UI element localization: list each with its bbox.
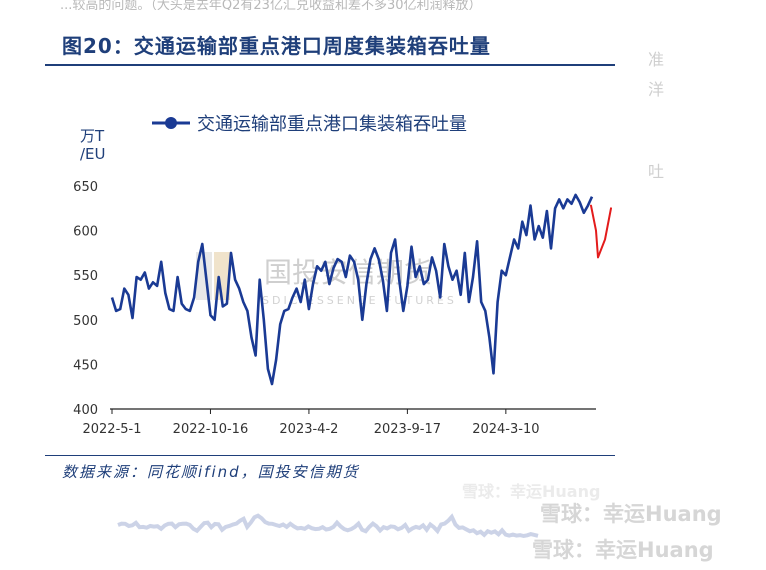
annotation-red-line xyxy=(590,204,612,259)
top-cut-text: ...较高的问题。（大头是去年Q2有23亿汇兑收益和差不多30亿利润释放） xyxy=(60,0,482,10)
unit-label-top: 万T xyxy=(80,127,105,145)
x-axis: 2022-5-1 2022-10-16 2023-4-2 2023-9-17 2024-… xyxy=(82,408,596,437)
x-tick-label: 2024-3-10 xyxy=(472,422,539,437)
legend-label: 交通运输部重点港口集装箱吞吐量 xyxy=(197,114,467,135)
x-tick-label: 2022-5-1 xyxy=(82,422,141,437)
x-tick-label: 2023-4-2 xyxy=(279,422,338,437)
legend-marker xyxy=(165,117,177,129)
side-char: 吐 xyxy=(648,162,665,181)
reflection-artifact xyxy=(117,513,539,539)
y-tick-label: 500 xyxy=(73,314,98,329)
watermark: 雪球：幸运Huang xyxy=(462,482,601,501)
side-char: 洋 xyxy=(648,80,665,99)
series-line xyxy=(110,193,594,386)
title-rule xyxy=(45,64,615,66)
x-tick-label: 2022-10-16 xyxy=(173,422,249,437)
bottom-rule xyxy=(45,455,615,456)
y-tick-label: 550 xyxy=(73,269,98,284)
figure-title: 图20：交通运输部重点港口周度集装箱吞吐量 xyxy=(62,34,491,58)
watermark: 雪球：幸运Huang xyxy=(532,538,714,562)
side-char: 准 xyxy=(648,50,665,69)
x-tick-label: 2023-9-17 xyxy=(374,422,441,437)
reflection-line xyxy=(117,513,539,539)
source-text: 数据来源：同花顺ifind，国投安信期货 xyxy=(62,463,360,481)
y-tick-label: 400 xyxy=(73,403,98,418)
y-tick-label: 650 xyxy=(73,180,98,195)
legend: 交通运输部重点港口集装箱吞吐量 xyxy=(152,114,467,135)
y-tick-label: 450 xyxy=(73,358,98,373)
y-tick-label: 600 xyxy=(73,225,98,240)
y-axis: 400 450 500 550 600 650 xyxy=(73,180,98,418)
watermark: 雪球：幸运Huang xyxy=(540,502,722,526)
unit-label-bottom: /EU xyxy=(80,145,106,163)
